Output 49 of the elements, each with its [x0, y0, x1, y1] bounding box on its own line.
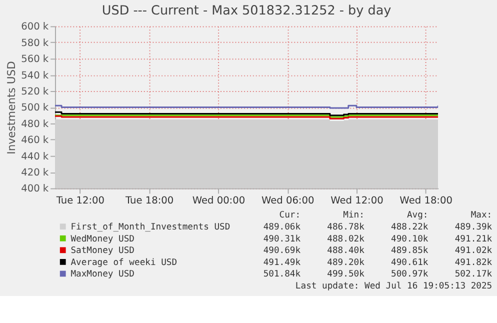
y-tick-label: 580 k: [21, 38, 49, 49]
text: 502.17k: [454, 270, 493, 280]
y-tick-label: 400 k: [21, 184, 49, 195]
x-tick-label: Tue 18:00: [124, 195, 174, 206]
text: 491.82k: [454, 258, 493, 268]
text: 501.84k: [263, 270, 302, 280]
legend-label: SatMoney USD: [70, 246, 134, 256]
text: 500.97k: [391, 270, 429, 280]
legend-label: MaxMoney USD: [70, 270, 134, 280]
y-tick-label: 600 k: [21, 22, 49, 33]
text: 490.69k: [263, 246, 302, 256]
text: Cur:: [279, 210, 301, 221]
text: Last update: Wed Jul 16 19:05:13 2025: [295, 281, 492, 292]
x-tick-label: Wed 06:00: [261, 195, 314, 206]
x-tick-label: Wed 12:00: [330, 195, 384, 206]
text: 486.78k: [327, 222, 366, 233]
text: 489.06k: [263, 222, 302, 233]
text: 489.20k: [327, 258, 366, 268]
text: 488.22k: [391, 222, 429, 233]
text: Max:: [470, 210, 492, 221]
text: 489.39k: [454, 222, 493, 233]
text: 491.49k: [263, 258, 302, 268]
text: 488.40k: [327, 246, 366, 256]
x-tick-label: Wed 18:00: [400, 195, 452, 206]
y-tick-label: 560 k: [21, 54, 49, 66]
text: 491.21k: [454, 234, 493, 244]
text: 490.31k: [263, 234, 302, 244]
text: 490.10k: [391, 234, 429, 244]
y-tick-label: 480 k: [21, 118, 49, 130]
y-tick-label: 440 k: [21, 151, 49, 162]
x-tick-label: Tue 12:00: [55, 195, 105, 206]
legend-label: WedMoney USD: [70, 234, 134, 244]
text: Min:: [343, 210, 364, 221]
y-tick-label: 520 k: [21, 86, 49, 98]
text: 491.02k: [454, 246, 493, 256]
text: 489.85k: [391, 246, 429, 256]
text: 490.61k: [391, 258, 429, 268]
x-tick-label: Wed 00:00: [192, 195, 246, 206]
y-axis-title: Investments USD: [5, 61, 18, 154]
y-tick-label: 420 k: [21, 168, 49, 178]
y-tick-label: 460 k: [21, 135, 49, 146]
text: 499.50k: [327, 270, 366, 280]
chart-title: USD --- Current - Max 501832.31252 - by day: [102, 3, 392, 18]
y-tick-label: 500 k: [21, 102, 49, 114]
text: 488.02k: [327, 234, 366, 244]
legend-label: First_of_Month_Investments USD: [70, 222, 230, 233]
legend-label: Average of weeki USD: [70, 258, 178, 268]
y-tick-label: 540 k: [21, 70, 49, 82]
text: Avg:: [406, 210, 428, 221]
